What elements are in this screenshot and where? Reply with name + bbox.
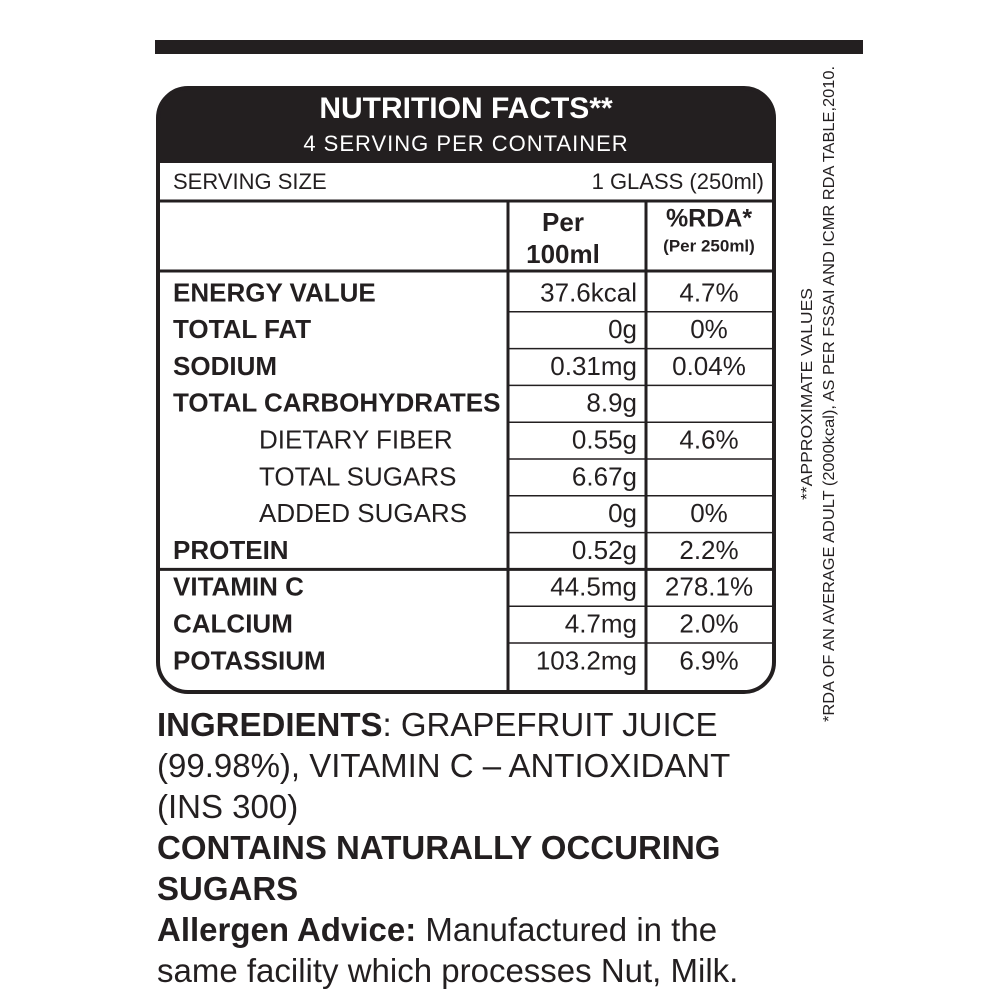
serving-value: 1 GLASS (250ml): [592, 169, 764, 194]
rda-value: 4.7%: [679, 277, 738, 307]
rda-value: 6.9%: [679, 645, 738, 675]
ingredients-label: INGREDIENTS: [157, 706, 383, 743]
top-bar: [155, 40, 863, 54]
rda-value: 0%: [690, 314, 728, 344]
rda-value: 278.1%: [665, 572, 753, 602]
title: NUTRITION FACTS**: [319, 92, 613, 125]
per-value: 37.6kcal: [540, 277, 637, 307]
rda-value: 4.6%: [679, 424, 738, 454]
per-value: 103.2mg: [536, 645, 637, 675]
per-value: 8.9g: [586, 388, 637, 418]
rda-header: %RDA*: [666, 205, 752, 233]
nutrient-name: SODIUM: [173, 351, 277, 381]
contains: CONTAINS NATURALLY OCCURING SUGARS: [157, 829, 721, 907]
serving-label: SERVING SIZE: [173, 169, 327, 194]
nutrient-name: VITAMIN C: [173, 572, 304, 602]
rda-value: 0%: [690, 498, 728, 528]
rda-value: 2.2%: [679, 535, 738, 565]
nutrient-name: ADDED SUGARS: [259, 498, 467, 528]
per-value: 0.55g: [572, 424, 637, 454]
per-header: Per: [542, 207, 584, 237]
nutrient-name: PROTEIN: [173, 535, 289, 565]
ingredients: INGREDIENTS: GRAPEFRUIT JUICE (99.98%), …: [157, 704, 797, 827]
nutrient-name: POTASSIUM: [173, 645, 326, 675]
ingredients-text: : GRAPEFRUIT JUICE (99.98%), VITAMIN C –…: [157, 706, 730, 825]
nutrient-name: DIETARY FIBER: [259, 424, 453, 454]
per-value: 0g: [608, 498, 637, 528]
nutrient-name: TOTAL SUGARS: [259, 461, 456, 491]
ingredients-block: INGREDIENTS: GRAPEFRUIT JUICE (99.98%), …: [157, 704, 797, 991]
subtitle: 4 SERVING PER CONTAINER: [303, 131, 628, 156]
per-value: 6.67g: [572, 461, 637, 491]
nutrient-name: TOTAL CARBOHYDRATES: [173, 388, 500, 418]
per-header: 100ml: [526, 239, 600, 269]
note: **APPROXIMATE VALUES: [799, 288, 816, 500]
nutrient-name: TOTAL FAT: [173, 314, 311, 344]
nutrient-name: CALCIUM: [173, 608, 293, 638]
allergen-text: Manufactured in the same facility which …: [157, 911, 739, 989]
header-band: [158, 88, 774, 163]
per-value: 0.52g: [572, 535, 637, 565]
per-value: 44.5mg: [550, 572, 637, 602]
per-value: 4.7mg: [565, 608, 637, 638]
rda-value: 0.04%: [672, 351, 746, 381]
allergen-label: Allergen Advice:: [157, 911, 417, 948]
rda-value: 2.0%: [679, 608, 738, 638]
table-border: [156, 86, 776, 694]
allergen: Allergen Advice: Manufactured in the sam…: [157, 909, 797, 991]
note: *RDA OF AN AVERAGE ADULT (2000kcal), AS …: [821, 66, 838, 722]
per-value: 0g: [608, 314, 637, 344]
per-value: 0.31mg: [550, 351, 637, 381]
rda-header: (Per 250ml): [663, 236, 755, 255]
nutrient-name: ENERGY VALUE: [173, 277, 376, 307]
